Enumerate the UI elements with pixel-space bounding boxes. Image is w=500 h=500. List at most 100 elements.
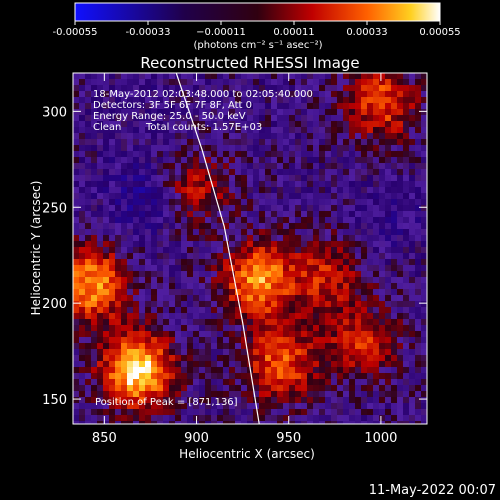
- heatmap-cell: [367, 91, 374, 98]
- heatmap-cell: [151, 199, 158, 206]
- heatmap-cell: [397, 295, 404, 302]
- heatmap-cell: [379, 157, 386, 164]
- heatmap-cell: [241, 157, 248, 164]
- heatmap-cell: [379, 73, 386, 80]
- heatmap-cell: [373, 145, 380, 152]
- heatmap-cell: [253, 373, 260, 380]
- heatmap-cell: [73, 289, 80, 296]
- heatmap-cell: [229, 103, 236, 110]
- heatmap-cell: [91, 73, 98, 80]
- colorbar-tick-label: −0.00011: [196, 27, 246, 38]
- heatmap-cell: [97, 319, 104, 326]
- heatmap-cell: [271, 145, 278, 152]
- heatmap-cell: [163, 277, 170, 284]
- heatmap-cell: [133, 223, 140, 230]
- heatmap-cell: [313, 133, 320, 140]
- heatmap-cell: [361, 313, 368, 320]
- heatmap-cell: [349, 211, 356, 218]
- heatmap-cell: [265, 361, 272, 368]
- heatmap-cell: [313, 307, 320, 314]
- heatmap-cell: [223, 337, 230, 344]
- heatmap-cell: [283, 403, 290, 410]
- heatmap-cell: [301, 319, 308, 326]
- heatmap-cell: [361, 271, 368, 278]
- heatmap-cell: [343, 73, 350, 80]
- heatmap-cell: [283, 289, 290, 296]
- heatmap-cell: [289, 217, 296, 224]
- heatmap-cell: [127, 181, 134, 188]
- heatmap-cell: [415, 235, 422, 242]
- heatmap-cell: [151, 145, 158, 152]
- heatmap-cell: [391, 415, 398, 422]
- heatmap-cell: [127, 367, 134, 374]
- heatmap-cell: [385, 385, 392, 392]
- heatmap-cell: [199, 235, 206, 242]
- heatmap-cell: [121, 397, 128, 404]
- heatmap-cell: [211, 223, 218, 230]
- heatmap-cell: [145, 355, 152, 362]
- heatmap-cell: [211, 271, 218, 278]
- colorbar-tick-label: 0.00011: [273, 27, 314, 38]
- heatmap-cell: [265, 169, 272, 176]
- heatmap-cell: [229, 361, 236, 368]
- heatmap-cell: [115, 247, 122, 254]
- heatmap-cell: [199, 403, 206, 410]
- heatmap-cell: [187, 193, 194, 200]
- heatmap-cell: [127, 343, 134, 350]
- heatmap-cell: [259, 151, 266, 158]
- heatmap-cell: [385, 121, 392, 128]
- heatmap-cell: [241, 349, 248, 356]
- heatmap-cell: [343, 205, 350, 212]
- heatmap-cell: [277, 163, 284, 170]
- heatmap-cell: [73, 115, 80, 122]
- heatmap-cell: [373, 337, 380, 344]
- heatmap-cell: [151, 175, 158, 182]
- heatmap-cell: [163, 265, 170, 272]
- heatmap-cell: [217, 73, 224, 80]
- heatmap-cell: [211, 289, 218, 296]
- heatmap-cell: [277, 199, 284, 206]
- heatmap-cell: [163, 283, 170, 290]
- heatmap-cell: [109, 133, 116, 140]
- heatmap-cell: [355, 85, 362, 92]
- heatmap-cell: [115, 277, 122, 284]
- heatmap-cell: [355, 97, 362, 104]
- heatmap-cell: [115, 343, 122, 350]
- heatmap-cell: [295, 301, 302, 308]
- heatmap-cell: [91, 301, 98, 308]
- heatmap-cell: [145, 151, 152, 158]
- heatmap-cell: [79, 331, 86, 338]
- heatmap-cell: [181, 421, 188, 424]
- heatmap-cell: [277, 277, 284, 284]
- heatmap-cell: [145, 265, 152, 272]
- heatmap-cell: [109, 307, 116, 314]
- heatmap-cell: [121, 355, 128, 362]
- heatmap-cell: [91, 79, 98, 86]
- heatmap-cell: [361, 163, 368, 170]
- heatmap-cell: [205, 85, 212, 92]
- heatmap-cell: [313, 121, 320, 128]
- heatmap-cell: [85, 91, 92, 98]
- heatmap-cell: [181, 391, 188, 398]
- heatmap-cell: [127, 391, 134, 398]
- heatmap-cell: [253, 397, 260, 404]
- heatmap-cell: [343, 247, 350, 254]
- heatmap-cell: [109, 289, 116, 296]
- heatmap-cell: [211, 397, 218, 404]
- heatmap-cell: [373, 361, 380, 368]
- heatmap-cell: [205, 301, 212, 308]
- heatmap-cell: [115, 403, 122, 410]
- heatmap-cell: [223, 91, 230, 98]
- heatmap-cell: [91, 289, 98, 296]
- heatmap-cell: [109, 211, 116, 218]
- heatmap-cell: [289, 181, 296, 188]
- heatmap-cell: [421, 187, 427, 194]
- heatmap-cell: [385, 91, 392, 98]
- heatmap-cell: [265, 391, 272, 398]
- heatmap-cell: [289, 175, 296, 182]
- heatmap-cell: [265, 235, 272, 242]
- heatmap-cell: [211, 343, 218, 350]
- heatmap-cell: [187, 211, 194, 218]
- heatmap-cell: [325, 181, 332, 188]
- heatmap-cell: [253, 259, 260, 266]
